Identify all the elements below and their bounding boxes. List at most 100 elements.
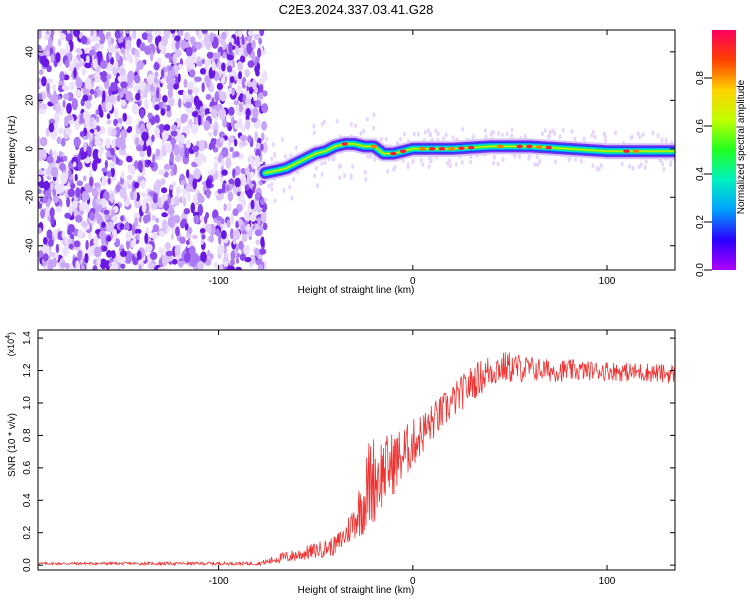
noise-speckle [140, 179, 146, 188]
x-tick-label: 100 [599, 576, 616, 587]
noise-speckle [177, 98, 182, 109]
noise-speckle [152, 96, 156, 109]
noise-speckle [214, 91, 220, 103]
noise-speckle [221, 147, 229, 158]
noise-speckle [173, 83, 180, 90]
noise-speckle [240, 141, 248, 147]
noise-speckle [253, 33, 261, 41]
noise-speckle [146, 122, 152, 130]
noise-speckle [241, 233, 248, 243]
noise-speckle [84, 62, 92, 69]
halo-speckle [323, 119, 326, 125]
peak-point [516, 144, 523, 149]
noise-speckle [106, 235, 112, 242]
noise-speckle [207, 249, 211, 258]
x-tick-label: 0 [410, 276, 416, 287]
halo-speckle [323, 160, 327, 166]
noise-speckle [50, 53, 55, 63]
halo-speckle [273, 198, 277, 204]
noise-speckle [100, 59, 108, 70]
halo-speckle [527, 155, 531, 161]
noise-speckle [192, 178, 197, 190]
halo-speckle [451, 135, 455, 141]
noise-speckle [38, 92, 43, 104]
noise-speckle [196, 56, 202, 62]
noise-speckle [170, 197, 175, 206]
noise-speckle [153, 77, 159, 84]
noise-speckle [111, 128, 117, 137]
noise-speckle [228, 178, 235, 185]
noise-speckle [158, 169, 166, 175]
noise-speckle [260, 236, 265, 248]
noise-speckle [154, 127, 160, 136]
noise-speckle [133, 190, 138, 202]
x-tick-label: -100 [209, 576, 229, 587]
halo-speckle [604, 138, 607, 144]
halo-speckle [454, 161, 458, 167]
noise-speckle [85, 239, 89, 251]
noise-speckle [94, 43, 100, 49]
noise-speckle [96, 256, 101, 267]
noise-speckle [162, 95, 168, 103]
noise-speckle [61, 137, 65, 147]
halo-speckle [270, 186, 274, 192]
noise-speckle [110, 167, 115, 178]
halo-speckle [533, 162, 537, 168]
noise-speckle [50, 166, 59, 178]
noise-speckle [161, 219, 168, 231]
noise-speckle [174, 244, 181, 257]
halo-speckle [460, 160, 464, 165]
noise-speckle [244, 256, 252, 263]
halo-speckle [349, 173, 353, 179]
noise-speckle [145, 30, 153, 34]
noise-speckle [167, 87, 173, 100]
noise-speckle [50, 182, 54, 191]
noise-speckle [129, 96, 134, 102]
noise-speckle [77, 161, 82, 171]
halo-speckle [320, 161, 324, 167]
noise-speckle [238, 102, 244, 113]
noise-speckle [200, 251, 207, 263]
noise-speckle [42, 58, 50, 68]
noise-speckle [59, 33, 66, 41]
noise-speckle [137, 160, 143, 172]
halo-speckle [561, 127, 565, 133]
noise-speckle [233, 99, 240, 106]
noise-speckle [132, 30, 137, 40]
noise-speckle [188, 245, 196, 256]
noise-speckle [218, 233, 222, 245]
noise-speckle [62, 155, 68, 162]
halo-speckle [364, 176, 368, 182]
halo-speckle [411, 158, 415, 164]
peak-point [419, 147, 426, 151]
halo-speckle [314, 165, 318, 171]
noise-speckle [250, 199, 255, 210]
peak-point [370, 144, 378, 149]
noise-speckle [261, 121, 268, 131]
noise-speckle [234, 177, 241, 188]
halo-speckle [484, 134, 488, 140]
noise-speckle [179, 236, 186, 244]
halo-speckle [620, 161, 624, 167]
noise-speckle [228, 106, 235, 116]
noise-speckle [78, 49, 83, 56]
noise-speckle [107, 221, 115, 233]
noise-speckle [161, 35, 168, 47]
halo-speckle [540, 131, 544, 137]
noise-speckle [113, 232, 117, 244]
noise-speckle [110, 56, 114, 66]
noise-speckle [122, 112, 127, 122]
noise-speckle [223, 261, 229, 267]
noise-speckle [66, 197, 71, 208]
noise-speckle [121, 99, 126, 107]
noise-speckle [244, 184, 250, 191]
noise-speckle [217, 188, 223, 194]
halo-speckle [461, 127, 464, 132]
noise-speckle [210, 108, 218, 119]
noise-speckle [169, 151, 174, 163]
noise-speckle [40, 208, 46, 219]
noise-speckle [255, 155, 260, 165]
noise-speckle [141, 32, 149, 40]
halo-speckle [573, 136, 577, 142]
noise-speckle [245, 98, 252, 104]
